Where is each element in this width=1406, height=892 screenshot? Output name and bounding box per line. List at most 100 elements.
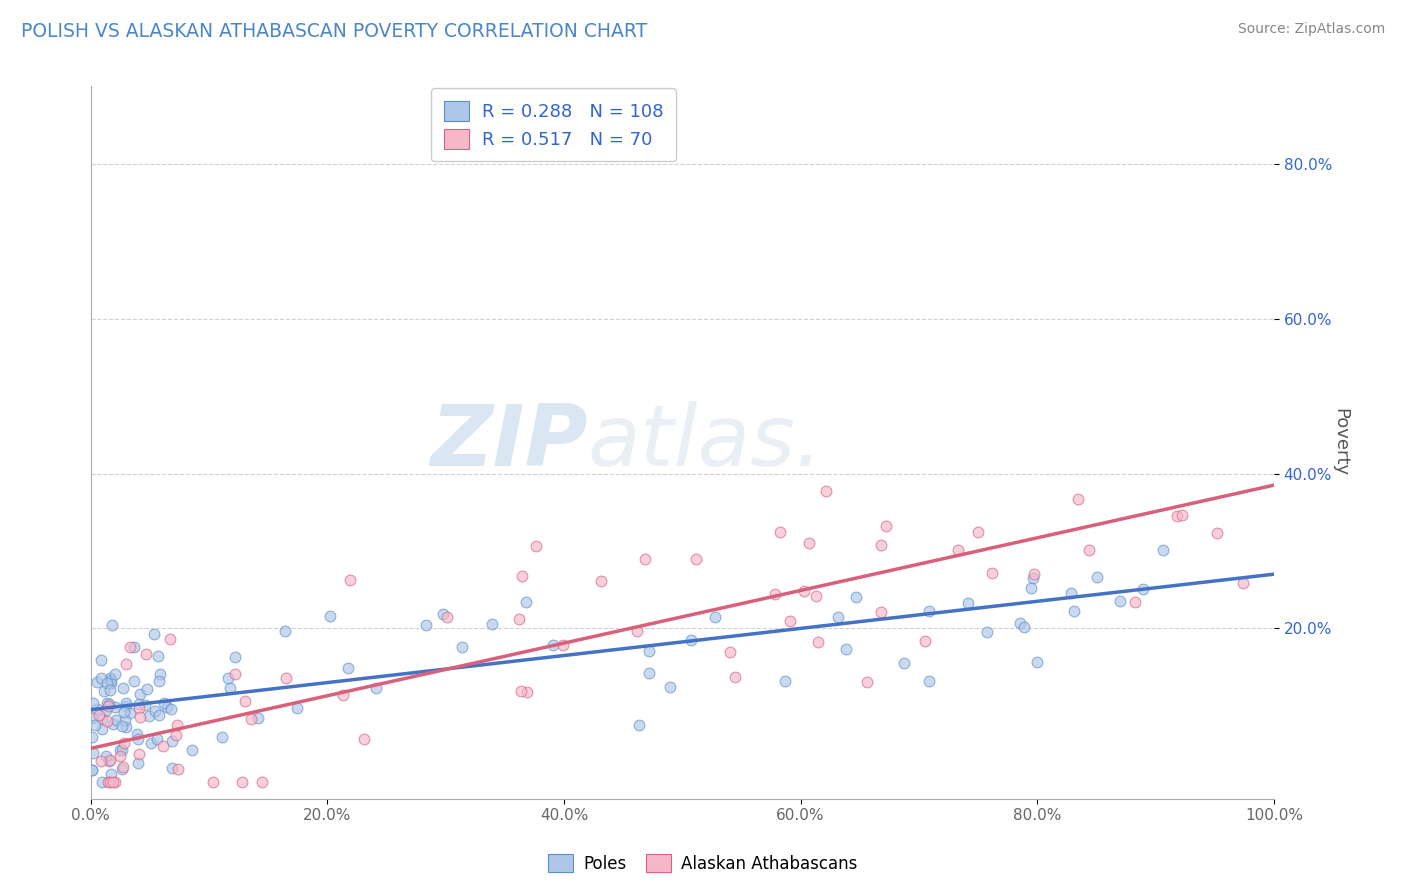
Point: [86, 674, 108, 689]
Point: [797, 536, 820, 550]
Point: [252, 775, 274, 789]
Point: [160, 701, 183, 715]
Point: [111, 743, 134, 757]
Point: [122, 674, 145, 689]
Point: [638, 644, 661, 658]
Point: [704, 610, 727, 624]
Point: [90, 653, 112, 667]
Point: [914, 633, 936, 648]
Point: [551, 638, 574, 652]
Point: [120, 640, 142, 654]
Point: [336, 661, 359, 675]
Point: [101, 717, 124, 731]
Point: [86, 702, 108, 716]
Point: [135, 647, 157, 661]
Point: [814, 483, 837, 498]
Point: [1019, 581, 1042, 595]
Point: [524, 539, 547, 553]
Point: [98, 775, 121, 789]
Point: [153, 696, 176, 710]
Point: [128, 701, 150, 715]
Point: [773, 674, 796, 689]
Point: [181, 742, 204, 756]
Point: [718, 645, 741, 659]
Point: [1085, 570, 1108, 584]
Point: [143, 704, 166, 718]
Point: [231, 775, 253, 789]
Text: ZIP: ZIP: [430, 401, 588, 484]
Point: [104, 666, 127, 681]
Point: [108, 748, 131, 763]
Point: [1010, 615, 1032, 630]
Point: [353, 731, 375, 746]
Point: [128, 747, 150, 762]
Point: [804, 589, 827, 603]
Point: [541, 638, 564, 652]
Point: [1152, 542, 1174, 557]
Point: [80, 730, 103, 744]
Point: [869, 606, 891, 620]
Point: [685, 551, 707, 566]
Point: [415, 618, 437, 632]
Point: [1132, 582, 1154, 597]
Point: [98, 753, 121, 767]
Point: [659, 680, 682, 694]
Point: [1078, 543, 1101, 558]
Point: [90, 722, 112, 736]
Point: [451, 640, 474, 655]
Point: [97, 698, 120, 713]
Point: [364, 681, 387, 696]
Point: [98, 682, 121, 697]
Legend: R = 0.288   N = 108, R = 0.517   N = 70: R = 0.288 N = 108, R = 0.517 N = 70: [432, 88, 676, 161]
Point: [211, 731, 233, 745]
Point: [83, 718, 105, 732]
Point: [166, 728, 188, 742]
Point: [1024, 566, 1046, 581]
Point: [845, 591, 868, 605]
Point: [1123, 595, 1146, 609]
Point: [274, 671, 297, 685]
Point: [224, 650, 246, 665]
Point: [114, 657, 136, 671]
Point: [638, 665, 661, 680]
Point: [96, 749, 118, 764]
Point: [246, 711, 269, 725]
Point: [332, 688, 354, 702]
Point: [104, 775, 127, 789]
Point: [127, 756, 149, 770]
Point: [112, 681, 135, 696]
Point: [516, 685, 538, 699]
Point: [870, 538, 893, 552]
Point: [1067, 491, 1090, 506]
Point: [893, 657, 915, 671]
Point: [127, 732, 149, 747]
Point: [166, 718, 188, 732]
Point: [100, 767, 122, 781]
Point: [100, 676, 122, 690]
Point: [90, 775, 112, 789]
Point: [148, 708, 170, 723]
Point: [135, 682, 157, 697]
Point: [946, 543, 969, 558]
Point: [112, 736, 135, 750]
Point: [101, 618, 124, 632]
Point: [980, 566, 1002, 580]
Point: [481, 617, 503, 632]
Point: [93, 684, 115, 698]
Point: [1014, 620, 1036, 634]
Point: [827, 610, 849, 624]
Point: [779, 614, 801, 628]
Point: [118, 706, 141, 720]
Point: [807, 634, 830, 648]
Point: [112, 705, 135, 719]
Point: [1171, 508, 1194, 523]
Point: [1059, 586, 1081, 600]
Point: [339, 573, 361, 587]
Point: [101, 775, 124, 789]
Point: [156, 699, 179, 714]
Point: [104, 714, 127, 728]
Point: [1206, 526, 1229, 541]
Point: [319, 609, 342, 624]
Point: [918, 604, 941, 618]
Point: [160, 734, 183, 748]
